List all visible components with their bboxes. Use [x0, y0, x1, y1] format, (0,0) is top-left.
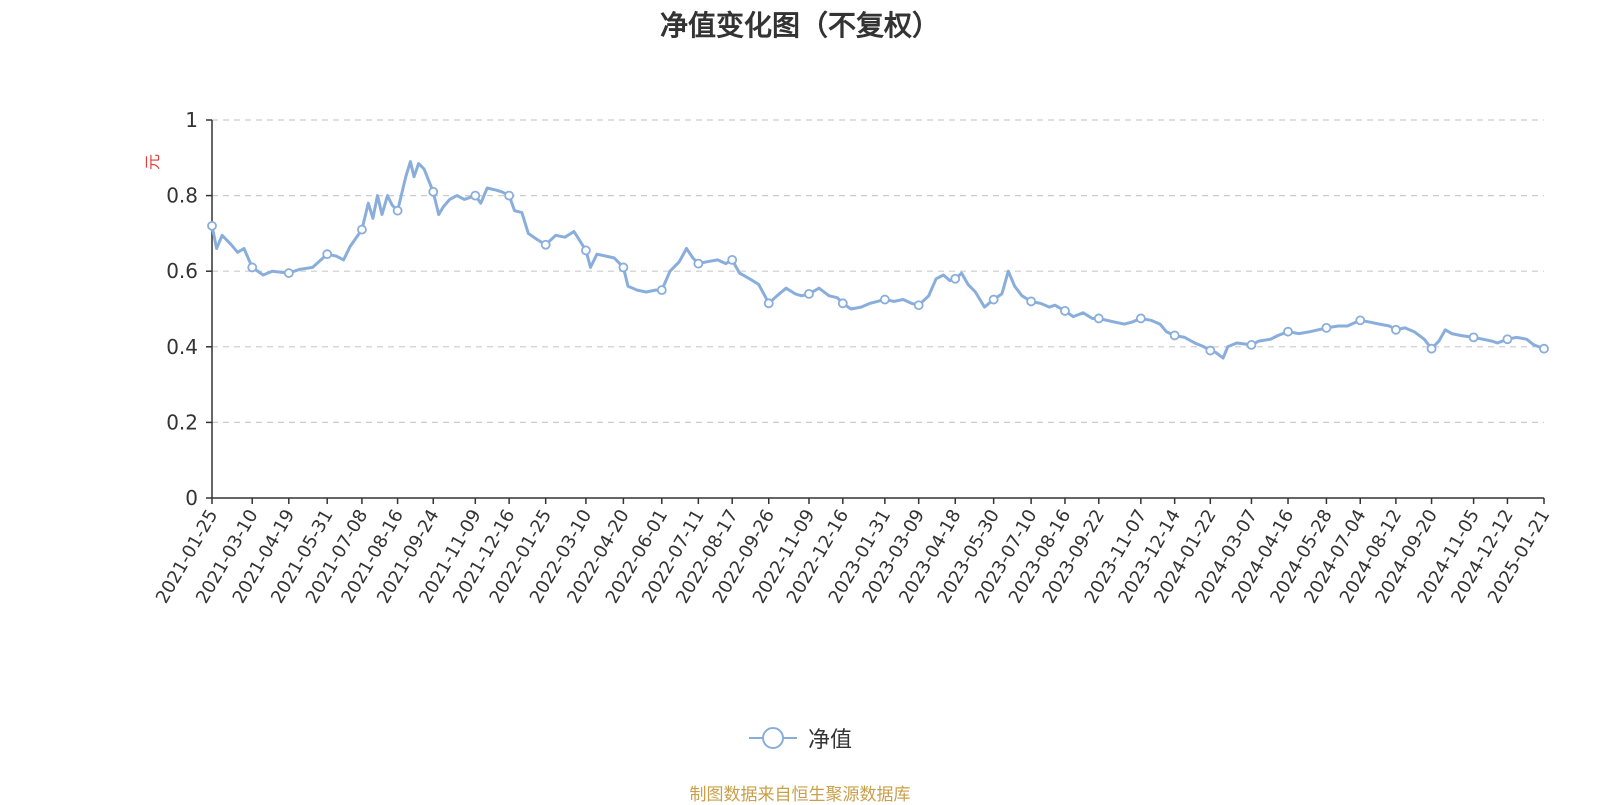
y-tick-label: 0	[185, 486, 198, 510]
data-point[interactable]	[1169, 330, 1180, 341]
data-point[interactable]	[804, 288, 814, 299]
data-point[interactable]	[950, 273, 961, 284]
data-point[interactable]	[879, 294, 890, 305]
data-point[interactable]	[1246, 340, 1257, 350]
legend-label: 净值	[807, 728, 852, 753]
data-point[interactable]	[1283, 326, 1293, 337]
data-point[interactable]	[913, 300, 924, 311]
y-unit-label: 元	[143, 154, 162, 170]
data-point[interactable]	[1426, 343, 1437, 354]
axes	[211, 120, 1544, 499]
data-point[interactable]	[618, 262, 629, 273]
data-point[interactable]	[283, 268, 294, 278]
data-point[interactable]	[1205, 345, 1216, 356]
data-point[interactable]	[763, 298, 774, 309]
data-point[interactable]	[837, 298, 848, 309]
legend-marker-icon	[748, 727, 797, 749]
y-tick-label: 0.6	[166, 259, 198, 283]
data-point[interactable]	[1321, 322, 1332, 333]
data-point[interactable]	[428, 186, 439, 197]
data-point[interactable]	[1539, 343, 1549, 354]
series-line	[210, 160, 1545, 360]
data-point[interactable]	[1390, 324, 1401, 335]
data-point[interactable]	[1060, 305, 1070, 316]
series-netvalue	[207, 160, 1549, 360]
y-tick-label: 0.4	[166, 335, 198, 359]
data-point[interactable]	[1093, 313, 1104, 324]
data-point[interactable]	[1502, 334, 1513, 345]
data-point[interactable]	[693, 258, 704, 269]
chart-title: 净值变化图（不复权）	[659, 9, 940, 42]
source-note: 制图数据来自恒生聚源数据库	[689, 785, 911, 805]
data-point[interactable]	[656, 285, 667, 296]
data-point[interactable]	[247, 262, 258, 273]
data-point[interactable]	[322, 249, 333, 260]
y-tick-label: 0.2	[166, 410, 198, 434]
data-point[interactable]	[1355, 315, 1366, 326]
data-point[interactable]	[581, 245, 591, 256]
data-point[interactable]	[727, 254, 738, 265]
legend[interactable]: 净值	[0, 722, 1600, 757]
data-point[interactable]	[470, 190, 481, 201]
data-point[interactable]	[357, 224, 367, 235]
data-point[interactable]	[1468, 332, 1479, 343]
data-point[interactable]	[540, 239, 551, 250]
y-tick-labels: 0 0.2 0.4 0.6 0.8 1	[166, 108, 212, 510]
y-tick-label: 0.8	[166, 184, 198, 208]
y-tick-label: 1	[185, 108, 198, 132]
x-tick-labels: 2021-01-252021-03-102021-04-192021-05-31…	[152, 498, 1554, 607]
data-point[interactable]	[1026, 296, 1037, 307]
data-point[interactable]	[504, 190, 515, 201]
data-point[interactable]	[988, 294, 999, 305]
data-point[interactable]	[1135, 313, 1146, 324]
data-point[interactable]	[207, 220, 217, 231]
data-point[interactable]	[392, 205, 403, 216]
